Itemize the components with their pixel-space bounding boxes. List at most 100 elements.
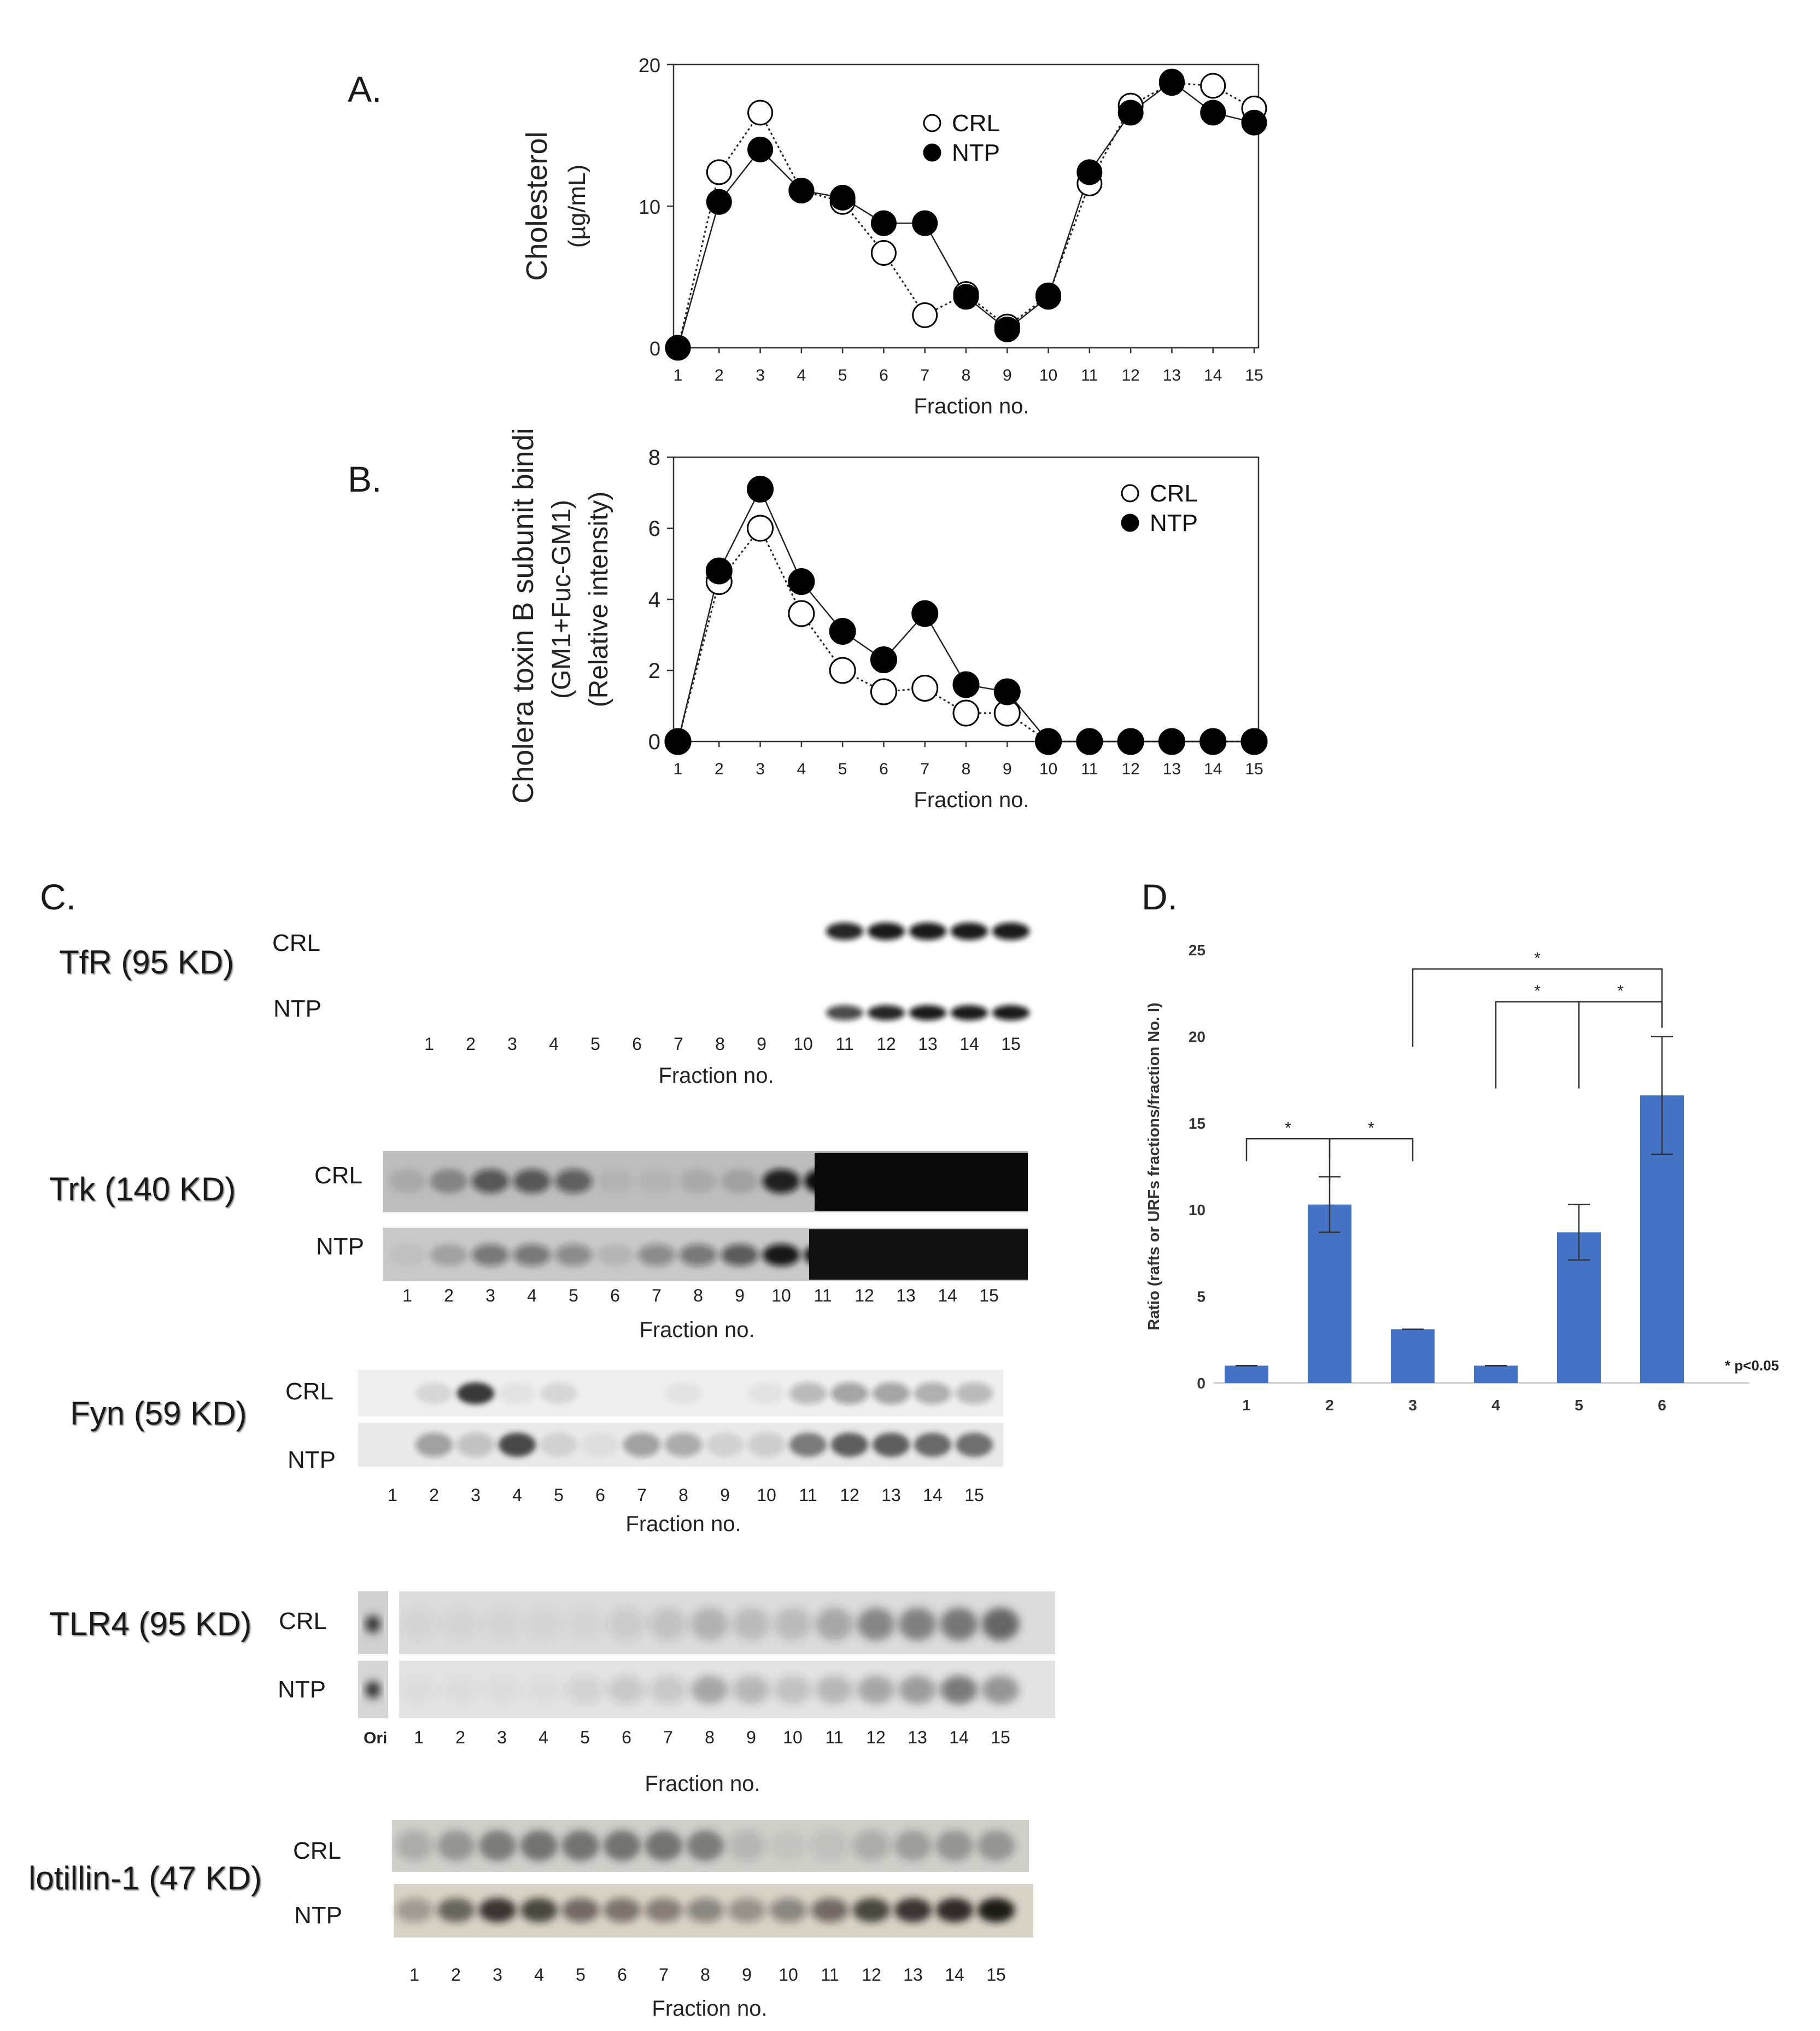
blot-fyn-crl-band — [457, 1382, 495, 1404]
blot-fyn-lane-number: 9 — [720, 1485, 730, 1505]
blot-flotillin-crl-band — [561, 1830, 600, 1861]
chart-b-point-ntp — [1117, 728, 1144, 755]
blot-trk-ntp-band — [721, 1244, 759, 1266]
blot-tlr4-crl-label: CRL — [279, 1608, 327, 1635]
blot-tfr-lane-number: 9 — [757, 1034, 766, 1054]
blot-flotillin-lane-number: 1 — [409, 1965, 419, 1985]
blot-fyn-ntp-band — [540, 1433, 578, 1457]
blot-trk-lane-number: 15 — [979, 1286, 999, 1305]
blot-tlr4-ntp-band — [815, 1676, 853, 1704]
panel-letter-c: C. — [40, 877, 76, 917]
chart-b-legend-marker — [1121, 484, 1139, 503]
blot-flotillin-crl-band — [686, 1830, 724, 1861]
blot-fyn-lane-number: 13 — [881, 1485, 901, 1505]
chart-a-point-crl — [706, 159, 732, 185]
chart-a-ytick-label: 20 — [639, 54, 660, 77]
blot-tfr-lane-number: 1 — [424, 1034, 434, 1054]
chart-a-legend-marker — [923, 143, 941, 162]
blot-tfr-crl-band — [992, 923, 1030, 940]
blot-fyn-crl-band — [955, 1382, 993, 1404]
blot-fyn-ntp-band — [415, 1433, 453, 1457]
chart-a-point-crl — [747, 100, 774, 126]
blot-tfr-lane-number: 5 — [590, 1034, 600, 1054]
blot-tlr4-lane-number: 15 — [991, 1727, 1010, 1747]
blot-flotillin-crl-label: CRL — [293, 1837, 342, 1864]
chart-a-series-crl-line — [677, 82, 1255, 348]
blot-flotillin-ntp-band — [437, 1898, 475, 1922]
blot-tlr4-crl-band — [774, 1608, 812, 1641]
blot-fyn-ntp-band — [664, 1433, 703, 1457]
blot-trk-lane-number: 1 — [402, 1286, 412, 1305]
chart-b-xtick-label: 4 — [797, 760, 806, 778]
blot-fyn-crl-band — [415, 1382, 453, 1404]
blot-flotillin-lane-number: 7 — [659, 1965, 669, 1985]
blot-tlr4-lane-number: 7 — [663, 1727, 673, 1747]
blot-title-tfr: TfR (95 KD) — [59, 944, 235, 981]
blot-tfr-lane-number: 8 — [715, 1034, 725, 1054]
chart-a-xtick-label: 12 — [1121, 366, 1139, 384]
blot-tfr-lane-number: 10 — [793, 1034, 813, 1054]
chart-d-xtick-label: 1 — [1242, 1397, 1251, 1414]
blot-trk-lane-number: 11 — [814, 1286, 832, 1305]
blot-fyn-crl-band — [498, 1382, 536, 1404]
blot-title-fyn: Fyn (59 KD) — [70, 1395, 247, 1432]
chart-b-point-ntp — [829, 618, 856, 645]
blot-tlr4-crl-band — [524, 1608, 563, 1641]
chart-b-ylabel-3: (Relative intensity) — [584, 492, 613, 708]
chart-a-ytick-label: 0 — [649, 337, 660, 360]
chart-d-significance-star: * — [1617, 982, 1624, 1000]
chart-b-ylabel-2: (GM1+Fuc-GM1) — [547, 500, 576, 699]
blot-tlr4-lane-number: 4 — [539, 1727, 548, 1747]
blot-flotillin-lane-number: 6 — [617, 1965, 627, 1985]
blot-tfr-ntp-band — [950, 1005, 988, 1020]
blot-fyn-crl-label: CRL — [285, 1378, 334, 1405]
chart-d-ytick-label: 5 — [1197, 1288, 1205, 1305]
blot-fyn-xlabel: Fraction no. — [625, 1512, 741, 1536]
blot-tlr4-ori-ntp-band — [365, 1681, 381, 1699]
blot-tlr4-ntp-band — [898, 1676, 937, 1704]
chart-d-bar-3 — [1391, 1329, 1435, 1383]
chart-b-ytick-label: 0 — [648, 730, 660, 754]
blot-trk-lane-number: 3 — [485, 1286, 495, 1305]
chart-b-xlabel: Fraction no. — [914, 788, 1029, 812]
chart-b-legend-label: NTP — [1150, 510, 1198, 536]
blot-tlr4-ntp-band — [607, 1676, 646, 1704]
blot-tfr-xlabel: Fraction no. — [658, 1064, 774, 1088]
blot-trk-crl-label: CRL — [314, 1162, 363, 1189]
panel-letter-b: B. — [348, 459, 382, 499]
chart-d-xtick-label: 4 — [1491, 1397, 1500, 1414]
chart-d-ytick-label: 10 — [1189, 1201, 1205, 1218]
chart-d-significance-star: * — [1534, 982, 1541, 1000]
chart-b-point-ntp — [1158, 728, 1185, 755]
blot-trk-ntp-band — [762, 1244, 800, 1266]
blot-fyn-lane-number: 12 — [840, 1485, 859, 1505]
chart-b-xtick-label: 9 — [1003, 760, 1012, 778]
blot-fyn-crl-band — [914, 1382, 952, 1404]
blot-tfr-lane-number: 4 — [549, 1034, 559, 1054]
blot-fyn-ntp-band — [623, 1433, 661, 1457]
blot-tlr4-ntp-band — [732, 1676, 770, 1704]
chart-b-point-ntp — [788, 568, 815, 595]
blot-flotillin-crl-band — [852, 1830, 891, 1861]
chart-a-point-ntp — [747, 136, 774, 162]
blot-flotillin-xlabel: Fraction no. — [652, 1997, 767, 2021]
blot-tlr4-ntp-band — [981, 1676, 1020, 1704]
blot-trk-crl-band — [596, 1169, 634, 1193]
chart-a-legend-label: CRL — [952, 110, 1000, 137]
chart-d-ytick-label: 20 — [1189, 1028, 1205, 1045]
blot-fyn-lane-number: 1 — [388, 1485, 397, 1505]
blot-flotillin-ntp-band — [935, 1898, 974, 1922]
blot-trk-ntp-band — [388, 1244, 426, 1266]
chart-b-point-crl — [911, 675, 939, 702]
blot-flotillin-crl-band — [935, 1830, 974, 1861]
chart-d-xtick-label: 6 — [1658, 1397, 1666, 1414]
chart-a-xtick-label: 4 — [797, 366, 806, 384]
blot-flotillin-crl-band — [977, 1830, 1015, 1861]
blot-trk-crl-band — [430, 1169, 468, 1193]
chart-a-xtick-label: 3 — [756, 366, 765, 384]
blot-trk-ntp-band — [554, 1244, 593, 1266]
chart-a-xtick-label: 11 — [1081, 366, 1098, 384]
blot-tlr4-ntp-band — [857, 1676, 895, 1704]
